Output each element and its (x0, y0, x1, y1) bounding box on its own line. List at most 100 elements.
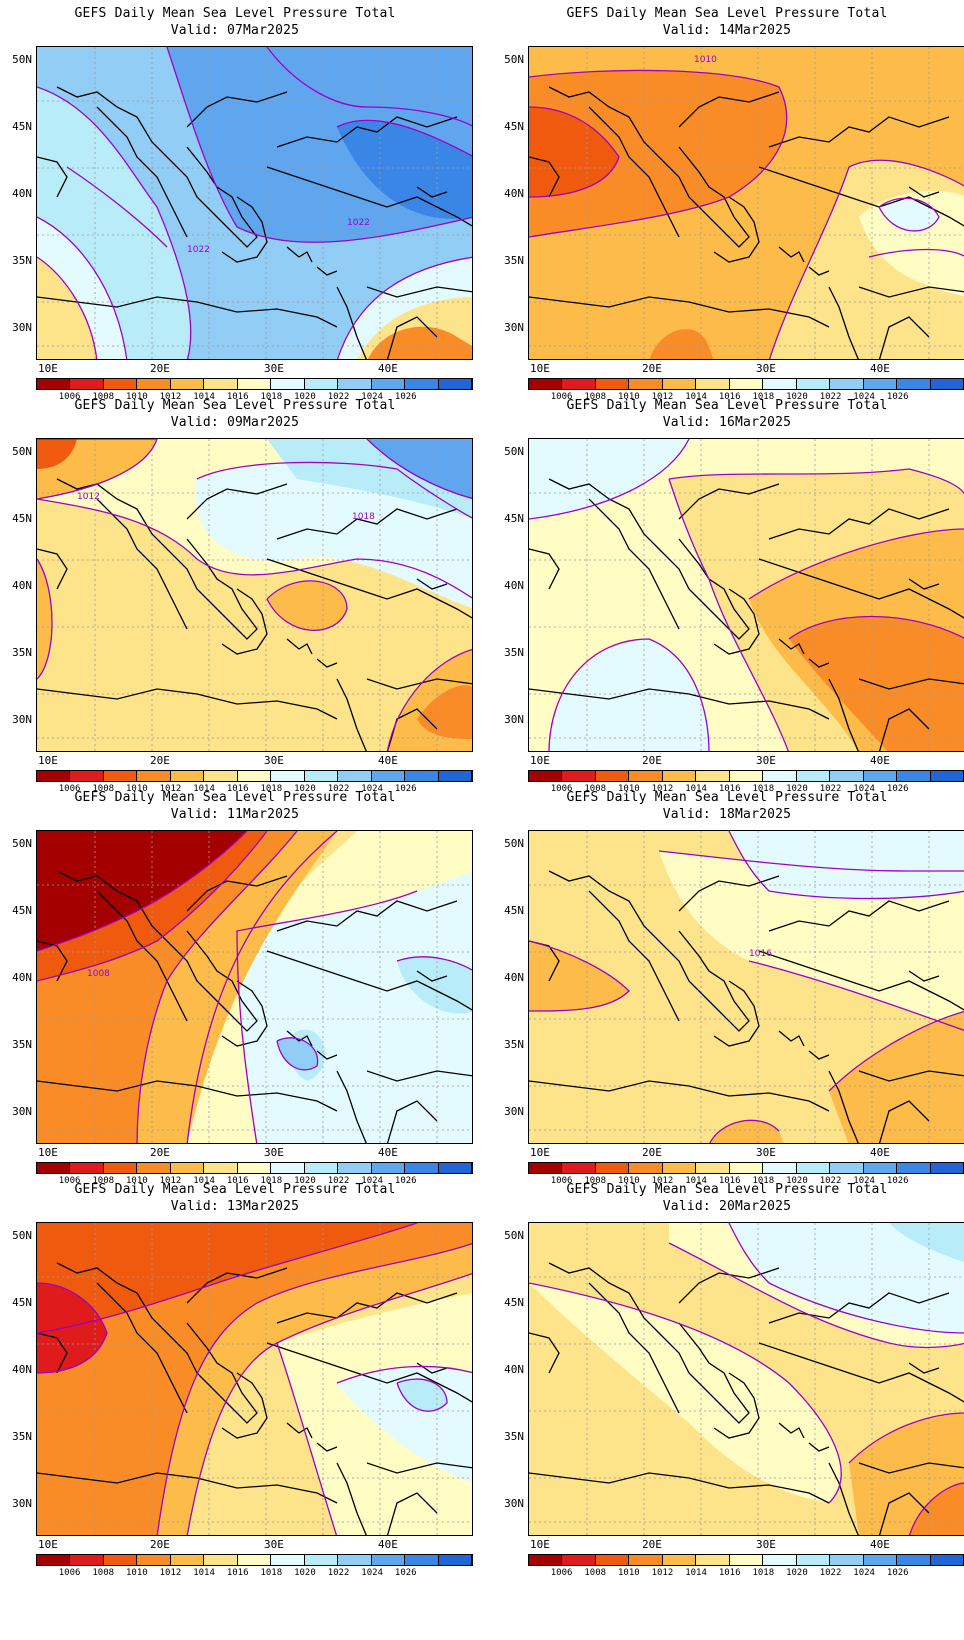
lat-label: 45N (504, 904, 524, 917)
colorbar-label: 1006 (550, 1176, 573, 1186)
colorbar-label: 1006 (58, 784, 81, 794)
isobars (37, 439, 472, 751)
colorbar-label: 1014 (193, 784, 215, 794)
colorbar-swatch (930, 1163, 964, 1173)
valid-prefix: Valid: (662, 807, 719, 822)
lon-label: 10E (38, 1146, 58, 1159)
isobars (37, 47, 472, 359)
coastlines (529, 870, 964, 1143)
colorbar-label: 1016 (718, 784, 741, 794)
lon-label: 20E (642, 754, 662, 767)
isobar-label: 1022 (347, 218, 370, 228)
colorbar-swatch (37, 379, 71, 389)
colorbar-label: 1014 (685, 784, 707, 794)
isobar-label: 1022 (187, 245, 210, 255)
colorbar-swatch (103, 1163, 138, 1173)
colorbar-swatch (338, 1555, 372, 1565)
colorbar-label: 1024 (361, 392, 383, 402)
lat-label: 50N (12, 1229, 32, 1242)
lat-label: 45N (12, 120, 32, 133)
valid-date: 18Mar2025 (718, 807, 792, 822)
colorbar (528, 378, 964, 390)
colorbar-label: 1022 (327, 1568, 350, 1578)
lat-label: 30N (12, 321, 32, 334)
lon-label: 10E (530, 1146, 550, 1159)
colorbar (36, 770, 473, 782)
lon-label: 30E (264, 1538, 284, 1551)
lat-label: 30N (504, 1497, 524, 1510)
coastlines (529, 1262, 964, 1535)
lat-label: 50N (504, 1229, 524, 1242)
colorbar-swatch (438, 1163, 473, 1173)
colorbar-label: 1020 (294, 1176, 316, 1186)
colorbar-swatch (830, 771, 864, 781)
colorbar-label: 1018 (752, 784, 775, 794)
colorbar-swatch (137, 1163, 171, 1173)
lat-label: 35N (504, 254, 524, 267)
colorbar-label: 1008 (584, 784, 607, 794)
colorbar-label: 1012 (159, 784, 182, 794)
colorbar-swatch (271, 379, 305, 389)
colorbar-label: 1008 (92, 392, 115, 402)
lat-label: 30N (504, 1105, 524, 1118)
colorbar-swatch (170, 1163, 205, 1173)
colorbar-swatch (438, 771, 473, 781)
colorbar-swatch (37, 771, 71, 781)
colorbar-swatch (796, 1163, 831, 1173)
panel-valid-date: Valid: 18Mar2025 (492, 807, 962, 823)
pressure-map: 1022 1022 (36, 46, 473, 360)
pressure-field (529, 439, 964, 751)
pressure-field: 1008 (37, 831, 472, 1143)
colorbar-swatch (204, 379, 238, 389)
colorbar-swatch (271, 1163, 305, 1173)
colorbar-swatch (897, 771, 931, 781)
forecast-panel: GEFS Daily Mean Sea Level Pressure Total… (492, 392, 964, 797)
pressure-band (37, 439, 77, 469)
colorbar-label: 1018 (260, 1568, 283, 1578)
colorbar-label: 1008 (584, 392, 607, 402)
colorbar-label: 1016 (718, 392, 741, 402)
colorbar-swatch (70, 1163, 104, 1173)
colorbar-swatch (103, 1555, 138, 1565)
colorbar (528, 1554, 964, 1566)
lon-label: 20E (150, 362, 170, 375)
colorbar-swatch (696, 1163, 730, 1173)
lon-label: 10E (530, 362, 550, 375)
lat-label: 30N (12, 1497, 32, 1510)
colorbar-swatch (438, 1555, 473, 1565)
lat-label: 45N (12, 904, 32, 917)
colorbar-swatch (371, 1555, 406, 1565)
colorbar-label: 1008 (584, 1176, 607, 1186)
colorbar-swatch (237, 1555, 272, 1565)
lon-label: 40E (870, 1146, 890, 1159)
colorbar-label: 1026 (886, 392, 909, 402)
colorbar-label: 1022 (819, 784, 842, 794)
pressure-band (337, 120, 472, 219)
panel-title: GEFS Daily Mean Sea Level Pressure Total (74, 1182, 396, 1197)
colorbar-swatch (371, 1163, 406, 1173)
colorbar-swatch (729, 1555, 764, 1565)
colorbar-label: 1016 (226, 1176, 249, 1186)
pressure-map (528, 438, 964, 752)
pressure-band (789, 616, 964, 751)
colorbar-label: 1018 (260, 1176, 283, 1186)
pressure-band (529, 439, 689, 519)
colorbar-label: 1022 (819, 392, 842, 402)
pressure-band (367, 439, 472, 499)
colorbar-label: 1024 (361, 784, 383, 794)
colorbar-swatch (629, 1163, 663, 1173)
colorbar-label: 1016 (718, 1176, 741, 1186)
lat-label: 50N (12, 445, 32, 458)
colorbar-label: 1022 (327, 1176, 350, 1186)
colorbar-swatch (763, 771, 797, 781)
pressure-map: 1012 1018 (36, 438, 473, 752)
pressure-band (889, 1223, 964, 1263)
lon-label: 40E (870, 362, 890, 375)
pressure-field (529, 1223, 964, 1535)
colorbar-swatch (863, 771, 898, 781)
colorbar-swatch (304, 771, 339, 781)
valid-date: 16Mar2025 (718, 415, 792, 430)
coastlines (37, 478, 472, 751)
colorbar-swatch (405, 1555, 439, 1565)
colorbar-swatch (304, 379, 339, 389)
